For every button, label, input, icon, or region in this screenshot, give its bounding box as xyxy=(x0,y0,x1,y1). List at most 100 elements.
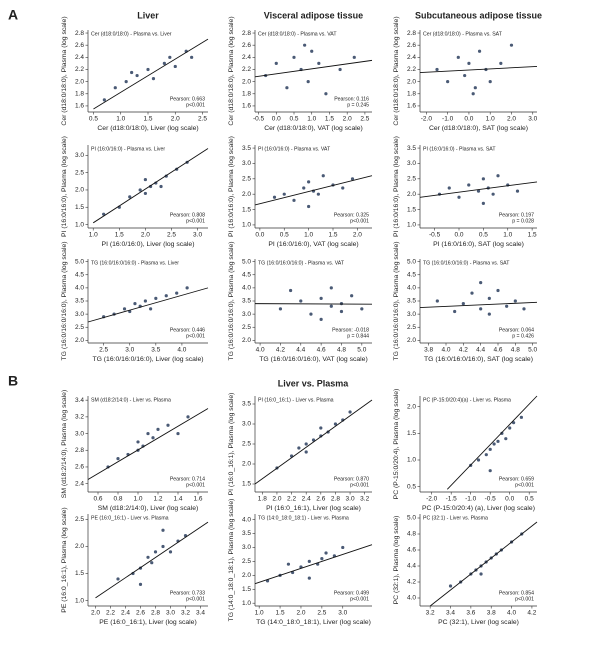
x-tick-label: 0.8 xyxy=(113,496,122,503)
annotation: Pearson: 0.197 xyxy=(499,212,534,218)
x-tick-label: 2.5 xyxy=(99,347,108,354)
point xyxy=(162,61,166,66)
x-axis-label: PI (16:0_16:1), Liver (log scale) xyxy=(266,505,361,512)
x-tick-label: 0.5 xyxy=(280,232,289,239)
x-tick-label: 4.0 xyxy=(507,610,516,617)
y-tick-label: 2.8 xyxy=(75,447,84,454)
x-tick-label: 3.2 xyxy=(181,610,190,617)
y-tick-label: 2.0 xyxy=(242,572,251,579)
y-axis-label: TG (16:0/16:0/16:0), Plasma (log scale) xyxy=(228,242,235,361)
point xyxy=(128,195,132,199)
x-tick-label: 2.0 xyxy=(296,610,305,617)
fit-line xyxy=(92,148,209,224)
y-tick-label: 3.0 xyxy=(407,311,416,318)
x-tick-label: 2.6 xyxy=(316,496,325,503)
section-title: Liver vs. Plasma xyxy=(278,378,350,388)
point xyxy=(173,64,177,69)
y-tick-label: 2.0 xyxy=(75,187,84,194)
fit-line xyxy=(93,38,209,110)
point xyxy=(289,288,293,293)
y-tick-label: 5.0 xyxy=(75,258,84,265)
y-tick-label: 2.6 xyxy=(75,42,84,49)
panel-label: B xyxy=(8,373,18,389)
point xyxy=(122,307,127,311)
x-tick-label: -0.5 xyxy=(253,116,265,123)
point xyxy=(467,183,471,187)
x-tick-label: 1.0 xyxy=(116,116,125,123)
point xyxy=(317,61,321,66)
point xyxy=(116,457,120,461)
fit-line xyxy=(254,175,373,206)
x-axis-label: TG (16:0/16:0/16:0), Liver (log scale) xyxy=(92,356,203,363)
point xyxy=(292,198,296,202)
point xyxy=(473,86,477,90)
point xyxy=(457,195,461,199)
annotation: p<0.001 xyxy=(186,102,205,108)
y-tick-label: 1.5 xyxy=(242,481,251,488)
point xyxy=(146,555,150,559)
y-tick-label: 3.2 xyxy=(75,414,84,421)
y-tick-label: 0.5 xyxy=(407,483,416,490)
y-tick-label: 4.0 xyxy=(242,285,251,292)
x-tick-label: 5.0 xyxy=(357,347,366,354)
y-tick-label: 2.8 xyxy=(242,30,251,37)
x-tick-label: 0.5 xyxy=(289,116,298,123)
point xyxy=(471,92,475,96)
x-tick-label: 2.0 xyxy=(353,232,362,239)
y-axis-label: PE (16:0_16:1), Plasma (log scale) xyxy=(61,507,68,612)
y-tick-label: 2.6 xyxy=(242,42,251,49)
annotation: Pearson: 0.714 xyxy=(170,476,205,482)
y-tick-label: 4.5 xyxy=(407,271,416,278)
y-tick-label: 5.0 xyxy=(407,515,416,522)
x-tick-label: 0.0 xyxy=(454,232,463,239)
annotation: Pearson: 0.116 xyxy=(334,96,369,102)
y-tick-label: 3.0 xyxy=(242,311,251,318)
y-tick-label: 1.0 xyxy=(407,457,416,464)
x-axis-label: PI (16:0/16:0), Liver (log scale) xyxy=(102,241,195,248)
x-tick-label: 4.2 xyxy=(459,347,468,354)
y-tick-label: 3.0 xyxy=(407,160,416,167)
y-tick-label: 2.5 xyxy=(75,516,84,523)
panel-subtitle: PC (P-15:0/20:4)(a) - Liver vs. Plasma xyxy=(423,397,511,403)
x-tick-label: 4.6 xyxy=(493,347,502,354)
point xyxy=(130,70,134,75)
point xyxy=(446,80,450,84)
y-axis-label: Cer (d18:0/18:0), Plasma (log scale) xyxy=(393,16,400,125)
x-tick-label: 3.0 xyxy=(346,496,355,503)
point xyxy=(505,304,509,308)
point xyxy=(319,317,323,321)
x-tick-label: 1.0 xyxy=(133,496,142,503)
annotation: p = 0.426 xyxy=(512,333,534,339)
y-axis-label: Cer (d18:0/18:0), Plasma (log scale) xyxy=(61,16,68,125)
point xyxy=(487,296,491,300)
y-tick-label: 5.0 xyxy=(407,258,416,265)
x-tick-label: 2.0 xyxy=(272,496,281,503)
x-tick-label: 1.5 xyxy=(528,232,537,239)
x-tick-label: 2.5 xyxy=(198,116,207,123)
fit-line xyxy=(95,521,209,599)
point xyxy=(113,86,117,90)
fit-line xyxy=(419,65,538,73)
panel-subtitle: PC (32:1) - Liver vs. Plasma xyxy=(423,515,488,521)
x-tick-label: 3.0 xyxy=(193,232,202,239)
x-tick-label: 1.0 xyxy=(486,116,495,123)
y-tick-label: 2.4 xyxy=(75,480,84,487)
point xyxy=(175,291,179,295)
fit-line xyxy=(254,59,373,78)
annotation: p<0.001 xyxy=(350,596,369,602)
point xyxy=(302,186,306,190)
annotation: p = 0.844 xyxy=(347,333,369,339)
y-tick-label: 2.0 xyxy=(407,191,416,198)
x-tick-label: 2.0 xyxy=(141,232,150,239)
annotation: p = 0.245 xyxy=(347,102,369,108)
x-tick-label: 1.0 xyxy=(307,116,316,123)
point xyxy=(448,584,453,588)
y-tick-label: 4.5 xyxy=(75,271,84,278)
y-tick-label: 2.5 xyxy=(242,176,251,183)
x-tick-label: 0.5 xyxy=(479,232,488,239)
point xyxy=(143,177,147,182)
x-tick-label: -0.5 xyxy=(429,232,441,239)
x-tick-label: 2.5 xyxy=(360,116,369,123)
x-tick-label: 0.0 xyxy=(505,496,514,503)
x-tick-label: 3.2 xyxy=(360,496,369,503)
